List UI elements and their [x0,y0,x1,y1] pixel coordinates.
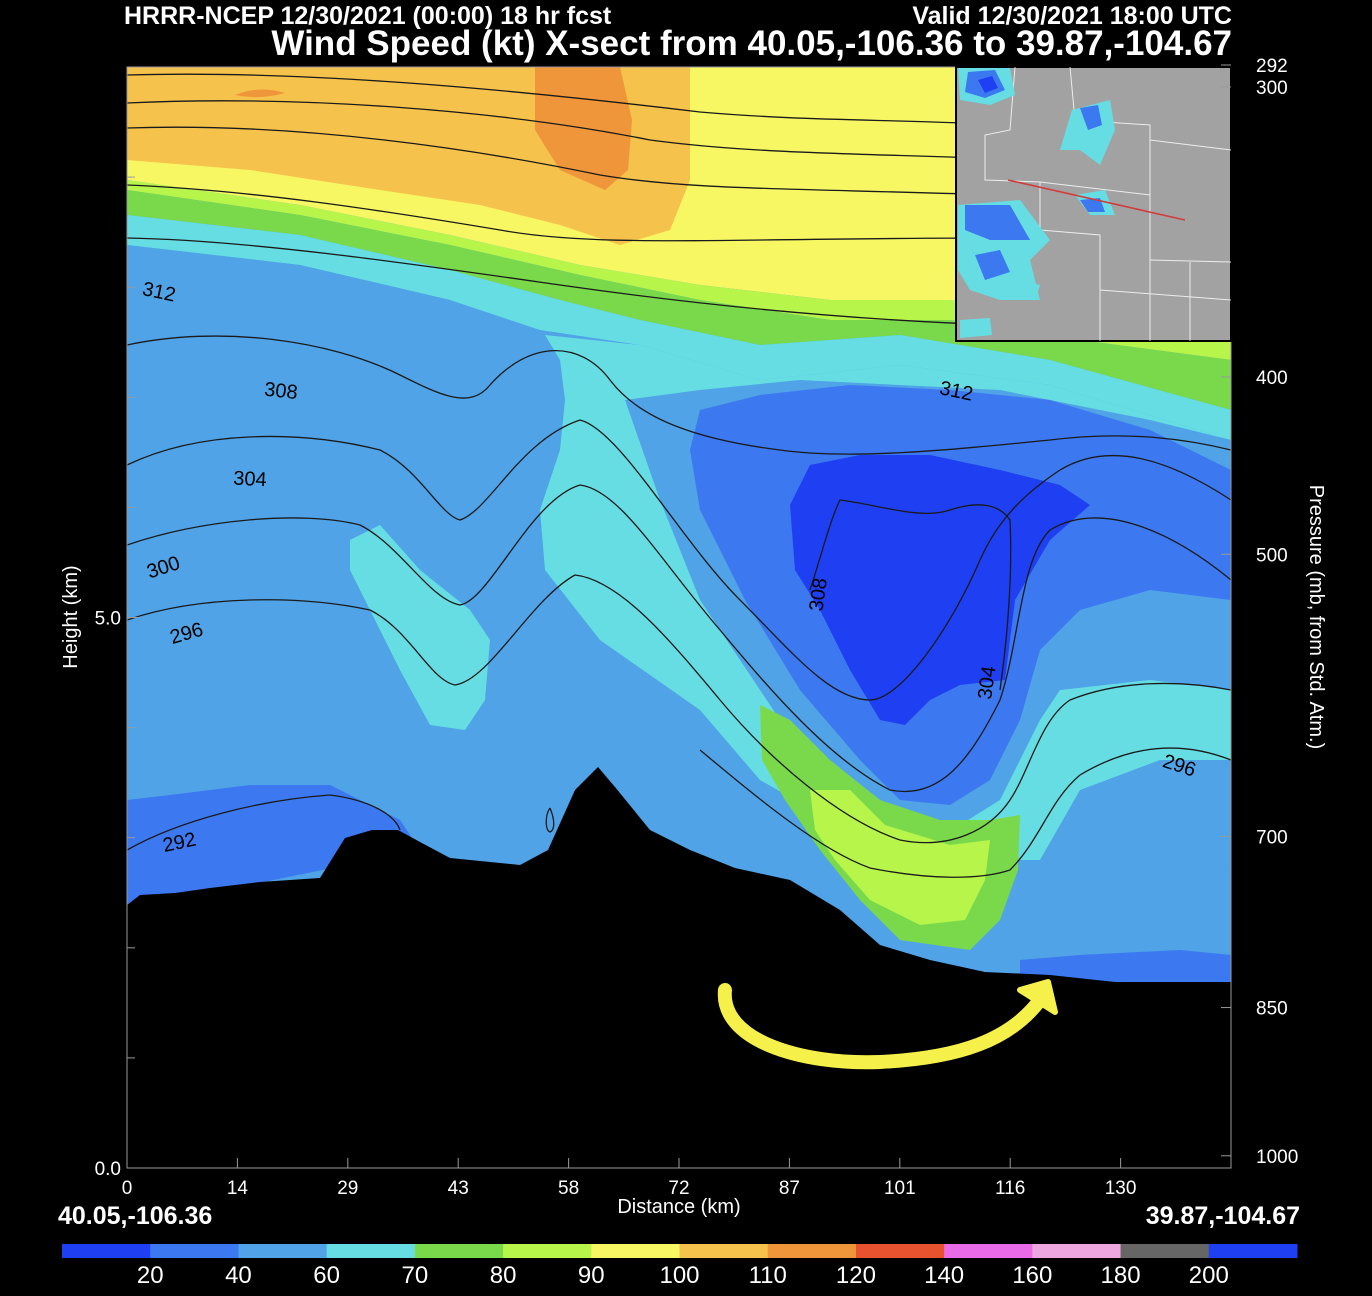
pressure-tick-label: 700 [1256,827,1288,848]
isentrope-line [127,335,1231,455]
inset-echo [965,205,1030,240]
colorbar-swatch [503,1244,592,1258]
inset-echo [975,250,1010,280]
chart-title: Wind Speed (kt) X-sect from 40.05,-106.3… [271,24,1232,63]
arrow-shaft [717,983,1047,1070]
colorbar-label: 120 [836,1262,876,1289]
colorbar-label: 20 [137,1262,164,1289]
pressure-tick-label: 292 [1256,56,1288,77]
x-tick-label: 101 [884,1178,916,1199]
contour-label: 308 [263,379,298,404]
pressure-tick-label: 300 [1256,78,1288,99]
inset-echo [1018,280,1040,300]
x-tick-label: 130 [1105,1178,1137,1199]
state-border [984,66,1041,230]
colorbar-swatch [944,1244,1033,1258]
colorbar-swatch [1208,1244,1298,1258]
height-axis: 0.0 5.0 [95,66,139,1180]
contour-label: 304 [974,665,1000,701]
arrow-head [1017,979,1058,1015]
pressure-tick-label: 1000 [1256,1147,1298,1168]
pressure-tick-label: 850 [1256,999,1288,1020]
pressure-axis-label: Pressure (mb, from Std. Atm.) [1305,485,1327,750]
height-tick-label: 5.0 [95,609,121,630]
inset-state-borders [984,66,1232,341]
inset-echo [960,318,992,338]
height-tick-label: 0.0 [95,1159,121,1180]
colorbar-swatch [679,1244,769,1258]
inset-echo [1080,198,1105,212]
colorbar-swatch [414,1244,504,1258]
x-tick-label: 0 [122,1178,133,1199]
isentrope-line [127,794,401,851]
colorbar-label: 60 [313,1262,340,1289]
x-tick-label: 58 [558,1178,579,1199]
x-tick-label: 87 [779,1178,800,1199]
isentrope-line [127,184,1231,242]
colorbar-swatch [591,1244,680,1258]
inset-map [955,66,1232,342]
colorbar-label: 90 [578,1262,605,1289]
colorbar-swatch [238,1244,328,1258]
colorbar-label: 100 [659,1262,699,1289]
x-tick-label: 14 [227,1178,249,1199]
state-border [1099,289,1232,301]
fill-band-40-low-west [127,785,420,910]
x-axis: 0 14 29 43 58 72 87 101 116 130 [122,1158,1137,1199]
inset-echo [1080,105,1102,130]
fill-band-90-jet [810,790,990,925]
x-tick-label: 72 [668,1178,689,1199]
colorbar-label: 160 [1012,1262,1052,1289]
colorbar-label: 40 [225,1262,252,1289]
x-axis-label: Distance (km) [617,1196,740,1218]
isentrope-line [127,484,1231,793]
x-tick-label: 116 [995,1178,1025,1199]
isentrope-line [127,574,1231,844]
valid-time: Valid 12/30/2021 18:00 UTC [912,2,1232,30]
colorbar-label: 110 [749,1262,787,1289]
colorbar-swatch [62,1244,151,1258]
end-coordinate: 39.87,-104.67 [1145,1202,1300,1230]
terrain-mask [127,767,1231,1168]
fill-band-120-small [235,89,285,98]
inset-echo [1060,100,1115,165]
colorbar-label: 140 [924,1262,964,1289]
x-tick-label: 29 [337,1178,358,1199]
fill-band-20 [790,455,1090,725]
isentrope-line [127,126,1231,206]
start-coordinate: 40.05,-106.36 [58,1202,213,1230]
fill-band-70-blob [350,525,490,730]
pressure-tick-label: 500 [1256,545,1288,566]
x-tick-label: 43 [448,1178,469,1199]
pressure-tick-label: 400 [1256,368,1288,389]
colorbar-swatch [767,1244,857,1258]
isentrope-line [699,747,1231,878]
colorbar: 20 40 60 70 80 90 100 110 120 140 160 180 200 [62,1244,1298,1289]
curved-arrow-annotation [717,979,1058,1070]
fill-band-70-upper [127,215,1231,440]
state-border [1149,259,1232,263]
inset-echo [978,76,998,93]
isentrope-line [809,499,1012,691]
colorbar-swatch [326,1244,416,1258]
contour-label: 308 [806,577,832,613]
colorbar-label: 80 [490,1262,517,1289]
colorbar-swatch [150,1244,239,1258]
colorbar-swatch [1120,1244,1210,1258]
inset-transect-line [1007,179,1186,221]
contour-label: 304 [233,468,267,492]
colorbar-swatch [1032,1244,1122,1258]
colorbar-label: 200 [1189,1262,1229,1289]
isentrope-line [127,419,1231,701]
state-border [1039,229,1101,341]
state-border [1149,139,1232,151]
colorbar-swatch [855,1244,945,1258]
colorbar-label: 180 [1101,1262,1141,1289]
isentrope-line [545,807,555,833]
height-axis-label: Height (km) [60,565,82,668]
model-run-title: HRRR-NCEP 12/30/2021 (00:00) 18 hr fcst [124,2,612,30]
colorbar-label: 70 [402,1262,429,1289]
